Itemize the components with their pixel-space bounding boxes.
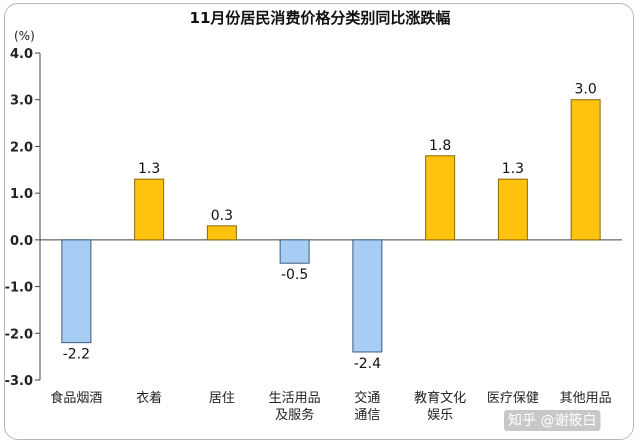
bar (279, 239, 310, 264)
data-label: 1.3 (502, 161, 524, 177)
x-category-label: 食品烟酒 (50, 390, 102, 406)
x-category-label: 通信 (354, 408, 380, 423)
x-category-label: 教育文化 (414, 390, 466, 406)
y-tick-label: 2.0 (10, 140, 33, 155)
x-category-label: 生活用品 (269, 391, 321, 406)
data-label: -2.2 (63, 347, 90, 363)
watermark-text: 知乎 @谢筱白 (508, 412, 596, 429)
y-axis: 4.0 3.0 2.0 1.0 0.0 -1.0 -2.0 -3.0 (5, 47, 622, 389)
x-category-label: 衣着 (136, 390, 162, 406)
bar (134, 178, 165, 241)
x-category-label: 娱乐 (427, 408, 453, 423)
bar (61, 239, 92, 344)
y-tick-label: 4.0 (10, 47, 33, 62)
data-label: 0.3 (211, 208, 233, 224)
x-category-label: 交通 (354, 390, 380, 406)
y-tick-label: -1.0 (5, 281, 33, 296)
y-tick-label: 3.0 (10, 94, 33, 109)
data-label: -0.5 (281, 267, 308, 283)
y-unit-label: (%) (14, 29, 35, 43)
data-labels-group: -2.2 1.3 0.3 -0.5 -2.4 1.8 1.3 3.0 (63, 82, 597, 372)
data-label: -2.4 (354, 356, 381, 372)
x-category-label: 医疗保健 (487, 391, 539, 406)
y-tick-label: 1.0 (10, 187, 33, 202)
y-tick-label: 0.0 (10, 234, 33, 249)
bar (570, 99, 601, 241)
bar (206, 225, 237, 241)
bars-group (61, 99, 601, 353)
y-tick-label: -2.0 (5, 327, 33, 342)
x-category-label: 及服务 (275, 407, 314, 423)
x-category-label: 其他用品 (560, 391, 612, 406)
bar (352, 239, 383, 353)
data-label: 3.0 (574, 82, 596, 98)
watermark-backdrop (504, 410, 601, 431)
data-label: 1.8 (429, 138, 451, 154)
data-label: 1.3 (138, 161, 160, 177)
bar (497, 178, 528, 241)
x-category-label: 居住 (209, 391, 235, 406)
y-tick-label: -3.0 (5, 374, 33, 389)
chart-frame (4, 3, 634, 440)
chart-title: 11月份居民消费价格分类别同比涨跌幅 (190, 9, 451, 27)
bar (425, 155, 456, 241)
